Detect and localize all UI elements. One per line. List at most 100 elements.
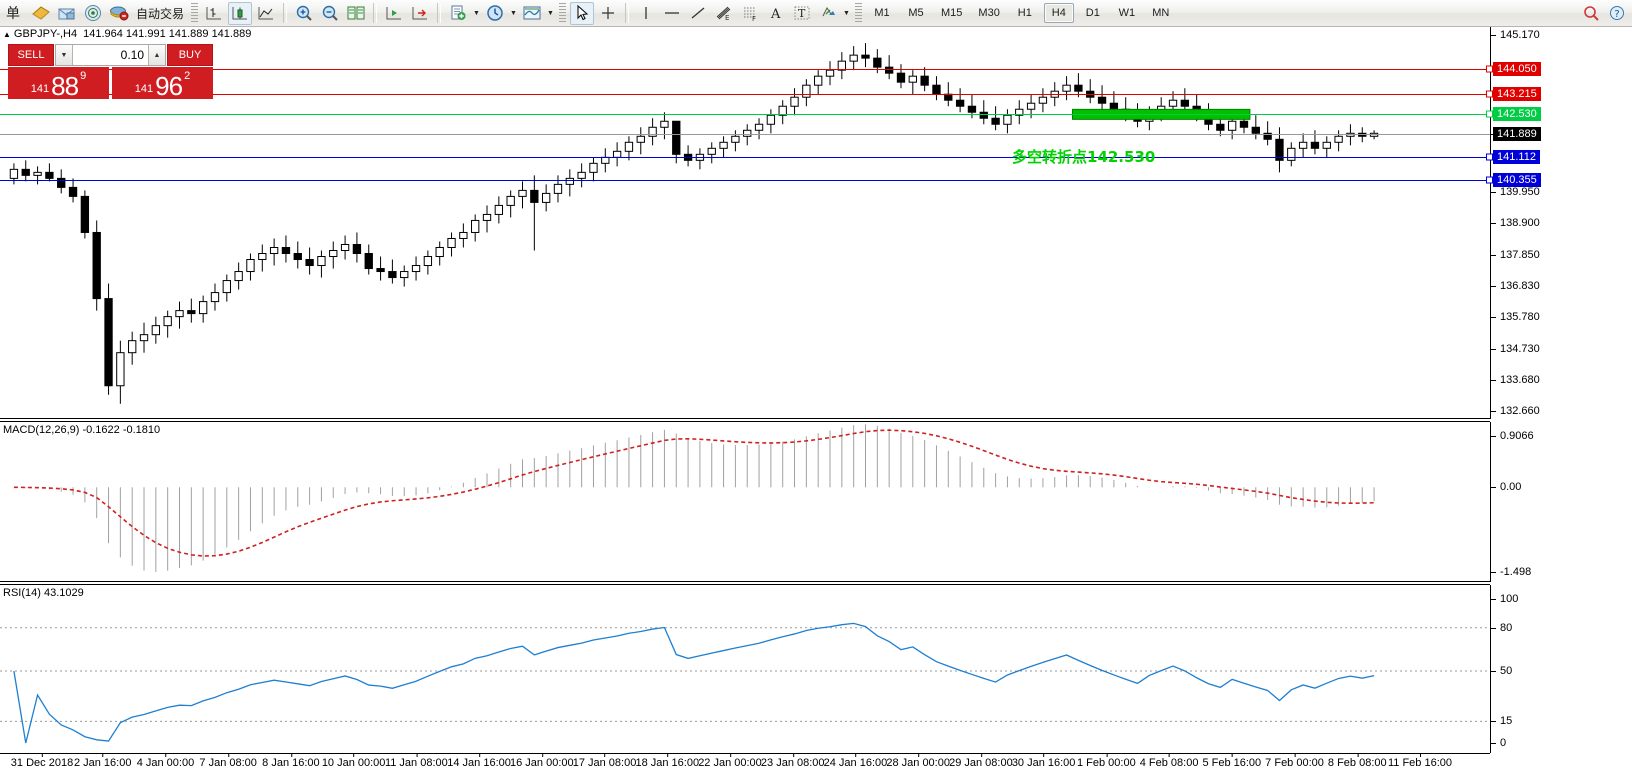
horizontal-line-icon[interactable]	[660, 2, 684, 25]
volume-increase-icon[interactable]: ▲	[148, 45, 165, 65]
help-icon[interactable]: ?	[1605, 2, 1629, 25]
timeframe-w1[interactable]: W1	[1118, 7, 1136, 19]
pane-divider[interactable]	[0, 418, 1490, 419]
level-handle[interactable]	[1486, 110, 1493, 118]
time-tick: 24 Jan 16:00	[823, 753, 888, 769]
toolbar-grip[interactable]	[191, 3, 199, 23]
rsi-pane[interactable]: RSI(14) 43.1029 100 80 50 15 0	[0, 585, 1632, 753]
price-pane[interactable]: 多空转折点142.530 145.170 144.050 143.215 142.53…	[0, 27, 1632, 419]
bar-chart-icon[interactable]	[202, 2, 226, 25]
symbol-name: GBPJPY-,H4	[13, 28, 78, 40]
pane-divider[interactable]	[0, 584, 1490, 585]
chevron-down-icon[interactable]: ▼	[547, 9, 554, 17]
timeframe-m5[interactable]: M5	[908, 7, 924, 19]
time-tick: 2 Jan 16:00	[73, 753, 132, 769]
timeframe-m30[interactable]: M30	[978, 7, 1000, 19]
price-level-tag[interactable]: 143.215	[1486, 86, 1541, 101]
buy-price-display[interactable]: 141 96 2	[112, 67, 213, 99]
sell-button[interactable]: SELL	[8, 44, 54, 66]
time-tick: 22 Jan 00:00	[698, 753, 762, 769]
price-axis[interactable]: 145.170 144.050 143.215 142.530 141.889 141.1…	[1486, 27, 1632, 419]
volume-input[interactable]: 0.10	[120, 48, 144, 62]
price-level-tag[interactable]: 140.355	[1486, 172, 1541, 187]
history-icon[interactable]	[29, 2, 53, 25]
chart-annotation-text[interactable]: 多空转折点142.530	[1012, 148, 1156, 166]
rsi-tick: 80	[1491, 622, 1512, 634]
toolbar-separator	[437, 3, 442, 23]
price-tick: 133.680	[1491, 374, 1540, 386]
cursor-icon[interactable]	[570, 1, 595, 25]
sell-price-display[interactable]: 141 88 9	[8, 67, 109, 99]
text-label-icon[interactable]: A	[764, 2, 788, 25]
toolbar-separator	[283, 3, 288, 23]
svg-text:单: 单	[6, 6, 20, 22]
timeframe-h1[interactable]: H1	[1017, 7, 1032, 19]
candlestick-chart-icon[interactable]	[228, 1, 253, 25]
chart-canvas[interactable]: ▲ GBPJPY-,H4 141.964 141.991 141.889 141…	[0, 27, 1632, 775]
templates-icon[interactable]	[446, 2, 470, 25]
crosshair-icon[interactable]	[596, 2, 620, 25]
chevron-down-icon[interactable]: ▼	[510, 9, 517, 17]
price-level-tag[interactable]: 142.530	[1486, 107, 1541, 122]
timeframe-d1[interactable]: D1	[1085, 7, 1100, 19]
toolbar-grip[interactable]	[855, 3, 863, 23]
zoom-out-icon[interactable]	[318, 2, 342, 25]
algo-trading-icon[interactable]	[107, 2, 131, 25]
signals-icon[interactable]	[81, 2, 105, 25]
trend-line-icon[interactable]	[686, 2, 710, 25]
one-click-trading-panel[interactable]: SELL ▼ 0.10 ▲ BUY 141 88 9 141 96 2	[8, 44, 213, 99]
time-tick: 23 Jan 08:00	[760, 753, 825, 769]
time-axis[interactable]: 31 Dec 2018 2 Jan 16:00 4 Jan 00:00 7 Jan 0…	[0, 753, 1490, 775]
new-order-icon[interactable]: 单	[3, 2, 27, 25]
time-tick: 14 Jan 16:00	[447, 753, 511, 769]
chart-shift-icon[interactable]	[382, 2, 406, 25]
timeframe-mn[interactable]: MN	[1152, 7, 1170, 19]
time-tick: 11 Jan 08:00	[384, 753, 448, 769]
period-icon[interactable]	[483, 2, 507, 25]
pane-divider[interactable]	[0, 581, 1490, 582]
volume-stepper[interactable]: ▼ 0.10 ▲	[55, 44, 166, 66]
price-level-tag[interactable]: 141.112	[1486, 149, 1540, 164]
price-level-line[interactable]	[0, 156, 1490, 158]
toolbar-grip[interactable]	[559, 3, 567, 23]
objects-icon[interactable]	[816, 2, 840, 25]
equidistant-channel-icon[interactable]: E	[712, 2, 736, 25]
pane-divider[interactable]	[0, 421, 1490, 422]
chevron-down-icon[interactable]: ▼	[843, 9, 850, 17]
macd-pane[interactable]: MACD(12,26,9) -0.1622 -0.1810 0.9066 0.00…	[0, 422, 1632, 582]
level-handle[interactable]	[1486, 90, 1493, 98]
price-level-line[interactable]	[0, 68, 1490, 70]
toolbar-separator	[625, 3, 630, 23]
rsi-plot-area[interactable]: RSI(14) 43.1029	[0, 585, 1490, 753]
macd-plot-area[interactable]: MACD(12,26,9) -0.1622 -0.1810	[0, 422, 1490, 582]
line-chart-icon[interactable]	[254, 2, 278, 25]
price-level-line[interactable]	[0, 114, 1490, 116]
timeframe-m15[interactable]: M15	[941, 7, 963, 19]
level-handle[interactable]	[1486, 65, 1493, 73]
svg-text:E: E	[725, 14, 729, 22]
timeframe-m1[interactable]: M1	[874, 7, 890, 19]
price-level-line[interactable]	[0, 93, 1490, 95]
vertical-line-icon[interactable]	[634, 2, 658, 25]
chevron-down-icon[interactable]: ▼	[473, 9, 480, 17]
collapse-icon[interactable]: ▲	[3, 29, 11, 39]
auto-scroll-icon[interactable]	[408, 2, 432, 25]
zoom-in-icon[interactable]	[292, 2, 316, 25]
price-level-tag[interactable]: 144.050	[1486, 61, 1541, 76]
autotrade-label[interactable]: 自动交易	[136, 6, 185, 21]
tile-windows-icon[interactable]	[344, 2, 368, 25]
price-level-line[interactable]	[0, 179, 1490, 181]
search-icon[interactable]	[1579, 2, 1603, 25]
price-plot-area[interactable]: 多空转折点142.530	[0, 27, 1490, 419]
time-tick: 16 Jan 00:00	[510, 753, 574, 769]
text-box-icon[interactable]: T	[790, 2, 814, 25]
volume-decrease-icon[interactable]: ▼	[56, 45, 73, 65]
mailbox-icon[interactable]	[55, 2, 79, 25]
indicators-icon[interactable]	[520, 2, 544, 25]
timeframe-h4[interactable]: H4	[1043, 3, 1074, 23]
sell-price-fraction: 9	[80, 70, 87, 82]
buy-button[interactable]: BUY	[167, 44, 213, 66]
level-handle[interactable]	[1486, 153, 1493, 161]
level-handle[interactable]	[1486, 176, 1493, 184]
fibonacci-icon[interactable]: F	[738, 2, 762, 25]
